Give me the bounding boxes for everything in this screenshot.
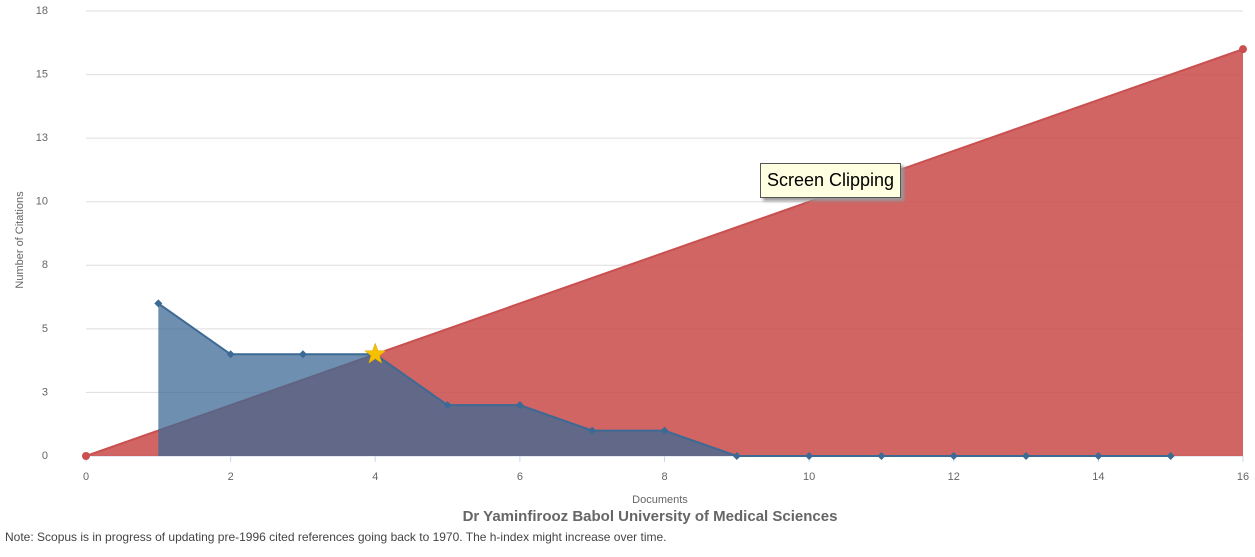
point xyxy=(1022,452,1031,460)
x-tick-label: 12 xyxy=(948,471,960,483)
y-tick-label: 5 xyxy=(42,323,48,335)
point xyxy=(226,350,235,359)
x-tick-label: 14 xyxy=(1092,471,1104,483)
h-index-star xyxy=(364,342,387,364)
point xyxy=(298,350,307,359)
y-tick-label: 10 xyxy=(36,196,48,208)
x-axis-label: Documents xyxy=(632,494,688,506)
x-tick-label: 4 xyxy=(372,471,378,483)
point xyxy=(82,452,90,460)
point xyxy=(443,401,452,410)
point xyxy=(877,452,886,460)
y-tick-label: 8 xyxy=(42,259,48,271)
point xyxy=(1166,452,1175,460)
x-tick-label: 0 xyxy=(83,471,89,483)
point xyxy=(154,299,163,308)
point xyxy=(805,452,814,460)
point xyxy=(732,452,741,460)
y-tick-label: 13 xyxy=(36,132,48,144)
point xyxy=(1094,452,1103,460)
y-tick-label: 0 xyxy=(42,450,48,462)
x-tick-label: 8 xyxy=(661,471,667,483)
point xyxy=(588,426,597,435)
area xyxy=(158,303,1171,456)
tooltip: Screen Clipping xyxy=(760,163,902,198)
y-tick-label: 15 xyxy=(36,68,48,80)
point xyxy=(660,426,669,435)
note: Note: Scopus is in progress of updating … xyxy=(5,530,667,544)
x-tick-label: 6 xyxy=(517,471,523,483)
y-tick-label: 3 xyxy=(42,386,48,398)
x-tick-label: 2 xyxy=(228,471,234,483)
point xyxy=(1239,45,1247,54)
y-tick-label: 18 xyxy=(36,5,48,17)
x-tick-label: 16 xyxy=(1237,471,1249,483)
author-caption: Dr Yaminfirooz Babol University of Medic… xyxy=(462,508,838,525)
x-tick-label: 10 xyxy=(803,471,815,483)
point xyxy=(515,401,524,410)
y-axis-label: Number of Citations xyxy=(14,191,26,289)
point xyxy=(949,452,958,460)
